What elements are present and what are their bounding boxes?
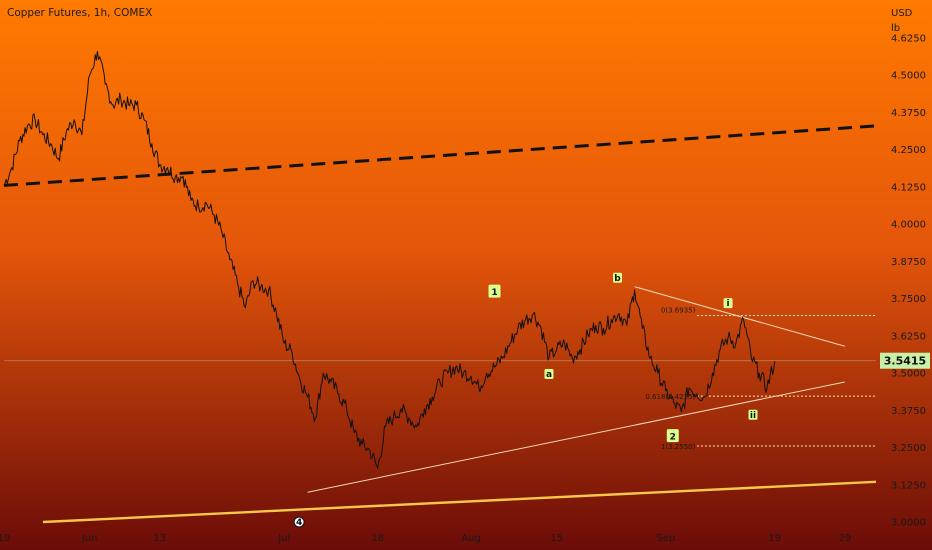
y-axis: 4.6250 4.5000 4.3750 4.2500 4.1250 4.0000 3.87… bbox=[891, 34, 926, 529]
y-tick-label: 3.7500 bbox=[891, 294, 926, 305]
badge-layer: 3.5415 bbox=[880, 352, 930, 369]
x-tick-label: 19 bbox=[768, 533, 781, 544]
chart-title: Copper Futures, 1h, COMEX bbox=[7, 7, 152, 19]
triangle-lower-trendline bbox=[307, 381, 845, 493]
x-tick-label: 18 bbox=[371, 533, 384, 544]
y-tick-label: 3.2500 bbox=[891, 443, 926, 454]
price-layer bbox=[3, 50, 776, 469]
price-series-line bbox=[3, 50, 776, 469]
triangle-upper-trendline bbox=[634, 286, 845, 347]
wave-label-a: a bbox=[546, 370, 552, 380]
fib-0618-label: 0.618(3.4225) bbox=[645, 393, 695, 401]
unit-label-usd: USD bbox=[891, 8, 913, 19]
wave-label-2: 2 bbox=[670, 433, 676, 443]
x-tick-label: Jul bbox=[277, 533, 290, 544]
y-tick-label: 4.6250 bbox=[891, 34, 926, 45]
wave-label-b-bg bbox=[613, 272, 623, 283]
trendlines bbox=[3, 124, 877, 524]
fib-0-label: 0(3.6935) bbox=[661, 306, 696, 314]
x-tick-label: 29 bbox=[838, 533, 851, 544]
wave-label-i: i bbox=[727, 299, 730, 309]
wave-label-4: 4 bbox=[296, 518, 302, 528]
x-axis: 19 Jun 13 Jul 18 Aug 15 Sep 19 29 bbox=[0, 533, 851, 544]
wave-label-ii: ii bbox=[750, 411, 756, 421]
lower-support-trendline bbox=[42, 480, 877, 524]
x-tick-label: Aug bbox=[461, 533, 481, 544]
y-tick-label: 4.5000 bbox=[891, 71, 926, 82]
current-price-badge: 3.5415 bbox=[884, 355, 926, 368]
long-dashed-trendline bbox=[3, 124, 877, 187]
wave-label-1-bg bbox=[488, 284, 501, 298]
x-tick-label: Jun bbox=[81, 533, 98, 544]
wave-label-1: 1 bbox=[491, 288, 497, 298]
wave-label-b: b bbox=[614, 274, 621, 284]
x-tick-label: Sep bbox=[656, 533, 675, 544]
y-tick-label: 3.8750 bbox=[891, 257, 926, 268]
wave-label-2-bg bbox=[666, 429, 679, 443]
fib-1-label: 1(3.2550) bbox=[661, 443, 696, 451]
y-tick-label: 4.1250 bbox=[891, 182, 926, 193]
x-tick-label: 13 bbox=[153, 533, 166, 544]
wave-label-i-bg bbox=[723, 298, 733, 309]
wave-label-ii-bg bbox=[748, 409, 758, 420]
y-tick-label: 4.2500 bbox=[891, 145, 926, 156]
y-tick-label: 3.5000 bbox=[891, 369, 926, 380]
wave-label-4-circle bbox=[293, 516, 305, 528]
wave-label-a-bg bbox=[544, 368, 554, 379]
y-tick-label: 3.6250 bbox=[891, 331, 926, 342]
y-tick-label: 4.3750 bbox=[891, 108, 926, 119]
x-tick-label: 19 bbox=[0, 533, 10, 544]
unit-label-lb: lb bbox=[891, 23, 900, 34]
y-tick-label: 3.1250 bbox=[891, 480, 926, 491]
y-tick-label: 4.0000 bbox=[891, 220, 926, 231]
y-tick-label: 3.0000 bbox=[891, 518, 926, 529]
y-tick-label: 3.3750 bbox=[891, 406, 926, 417]
current-price-badge-bg bbox=[880, 352, 930, 369]
x-tick-label: 15 bbox=[550, 533, 563, 544]
